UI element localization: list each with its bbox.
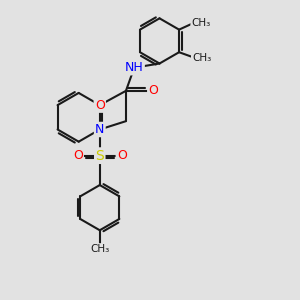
Text: O: O <box>73 149 83 162</box>
Text: CH₃: CH₃ <box>90 244 110 254</box>
Text: N: N <box>95 123 104 136</box>
Text: O: O <box>148 84 158 98</box>
Text: O: O <box>117 149 127 162</box>
Text: NH: NH <box>125 61 144 74</box>
Text: CH₃: CH₃ <box>192 52 211 63</box>
Text: CH₃: CH₃ <box>191 18 211 28</box>
Text: O: O <box>95 99 105 112</box>
Text: S: S <box>95 148 104 163</box>
